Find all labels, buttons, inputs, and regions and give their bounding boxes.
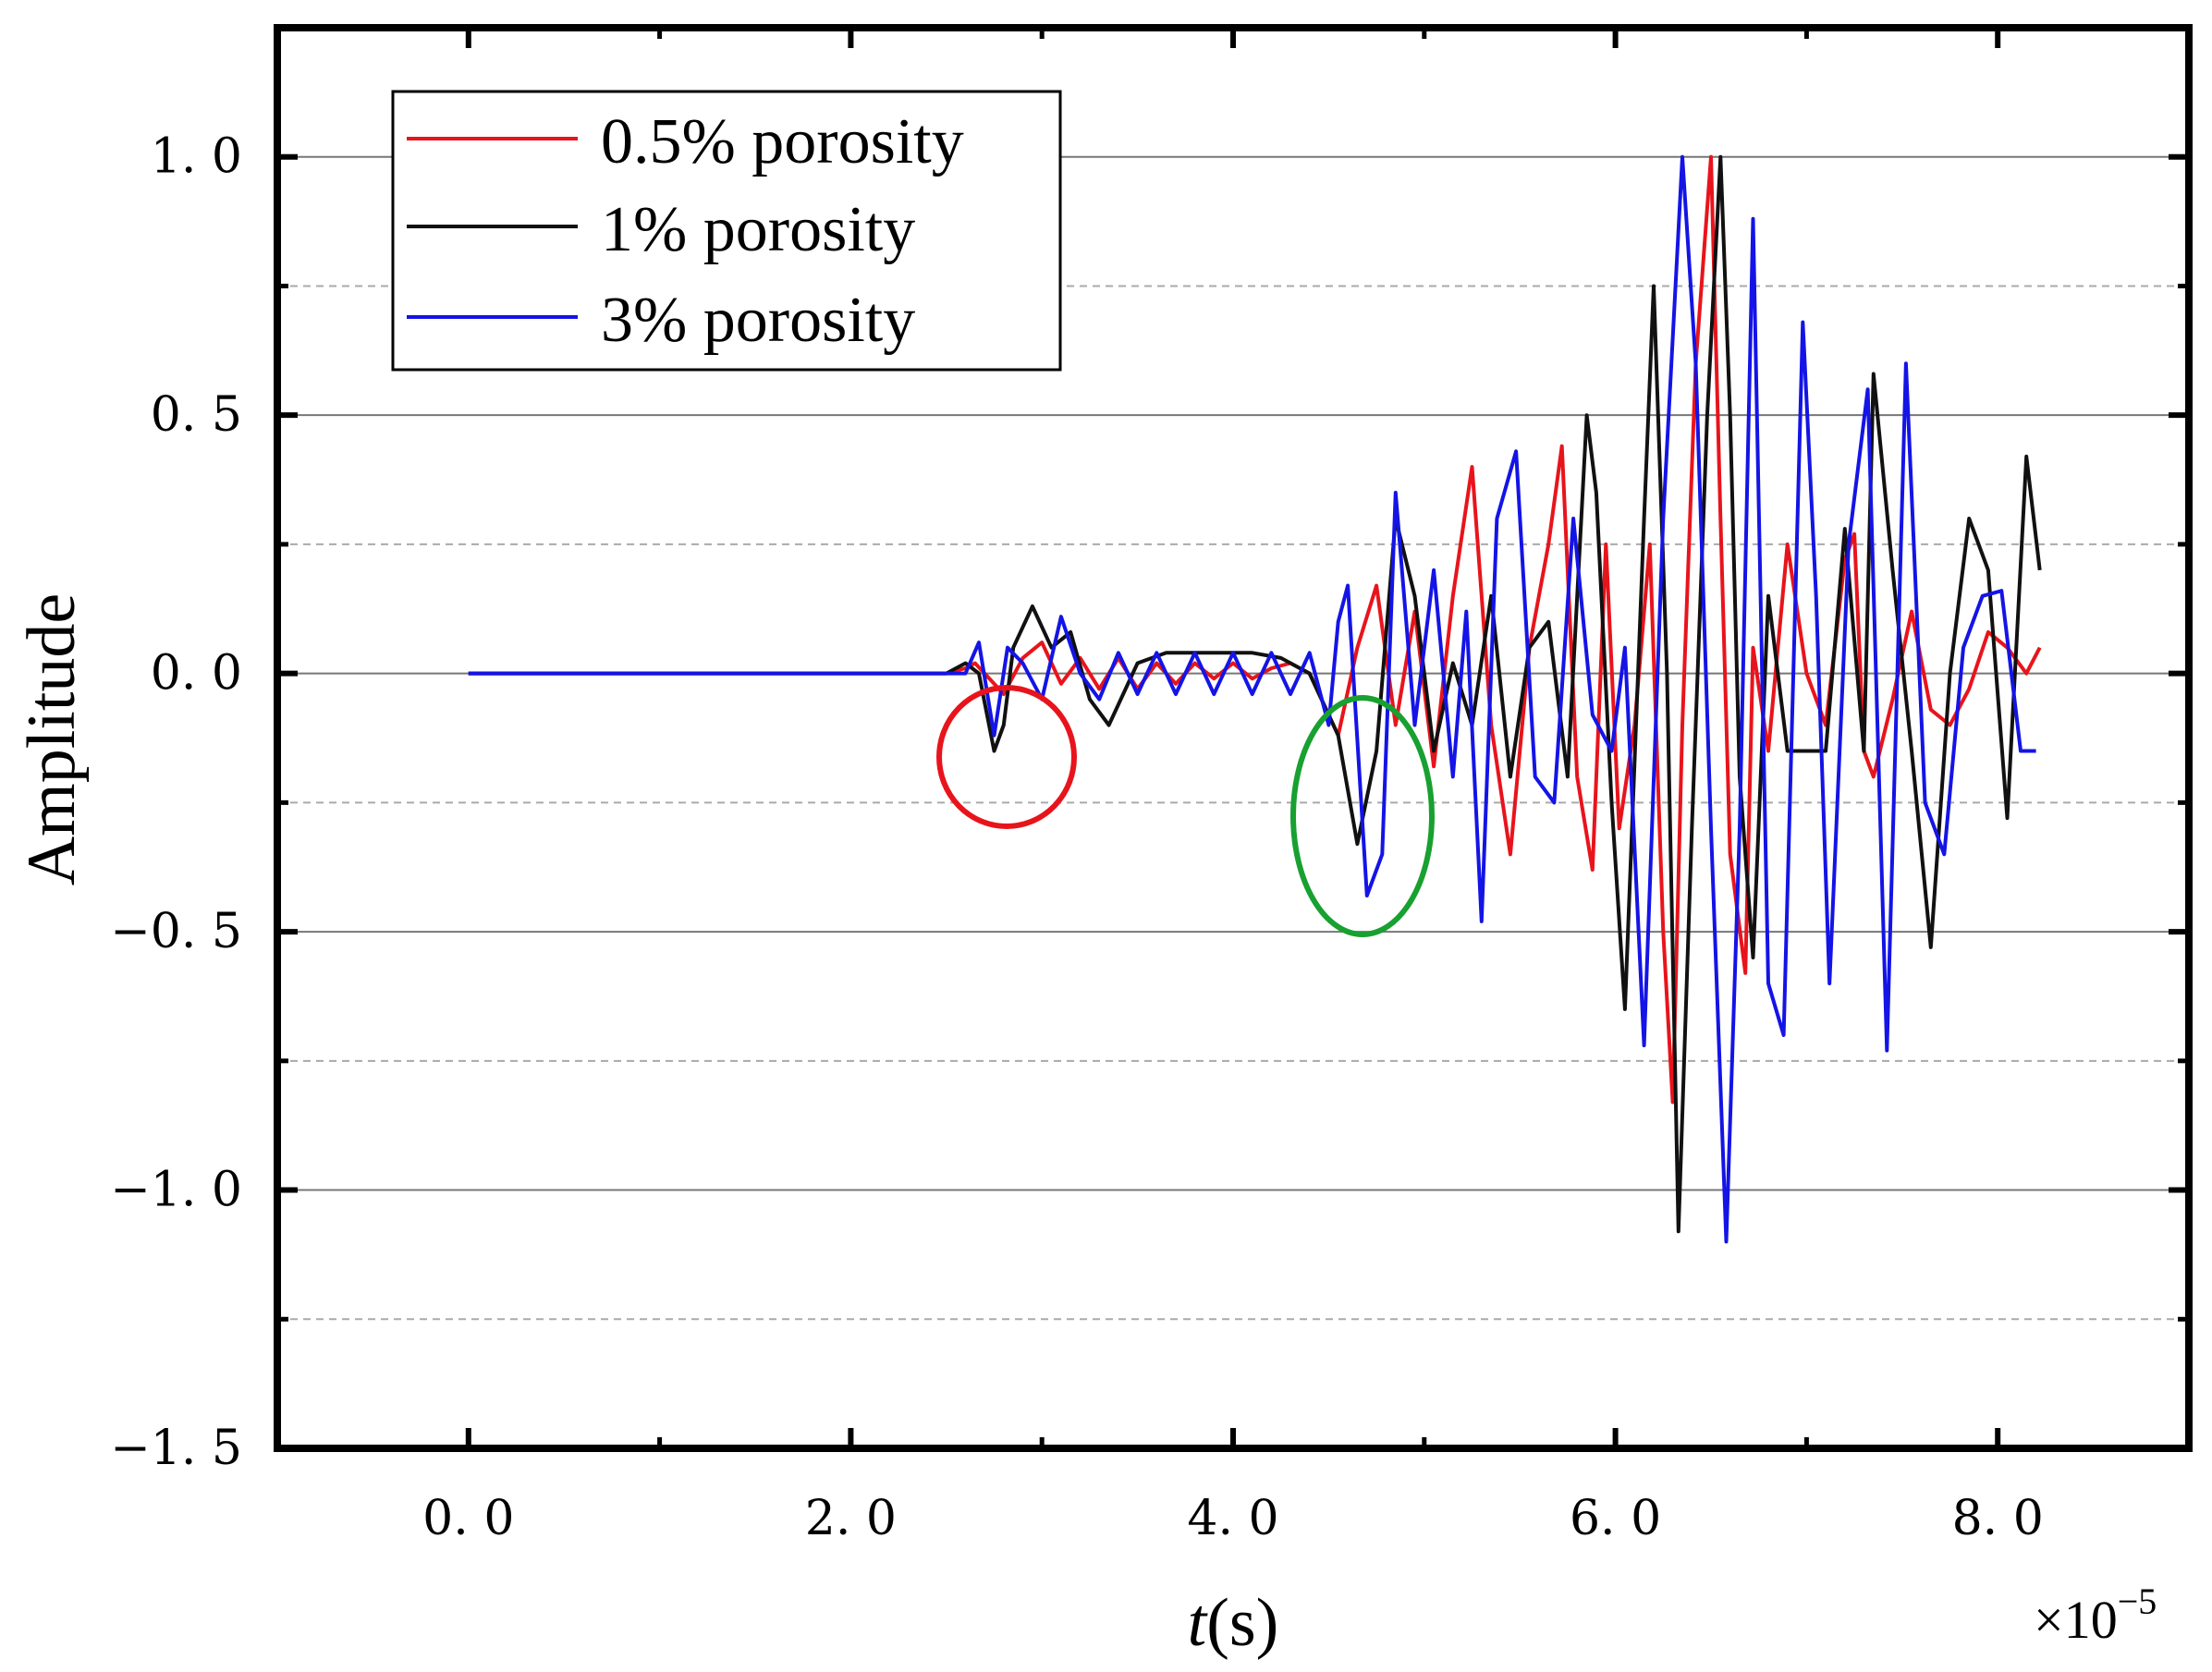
x-axis-title-variable: t [1188, 1585, 1209, 1661]
x-axis-multiplier-base: ×10 [2034, 1590, 2118, 1650]
y-tick-label: 0. 0 [151, 646, 242, 702]
x-axis-title: t(s) [1188, 1585, 1279, 1661]
legend-label-1: 1% porosity [601, 194, 915, 265]
legend: 0.5% porosity 1% porosity 3% porosity [391, 90, 1062, 372]
x-tick-label: 8. 0 [1952, 1491, 2044, 1546]
y-axis-title: Amplitude [14, 593, 90, 886]
y-tick-label: 1. 0 [151, 129, 242, 185]
legend-label-0: 0.5% porosity [601, 106, 964, 177]
y-tick-label: 0. 5 [151, 387, 242, 443]
x-axis-multiplier: ×10−5 [2034, 1580, 2157, 1650]
green-annotation-ellipse [1290, 695, 1435, 937]
y-tick-label: −1. 0 [110, 1163, 242, 1218]
legend-label-2: 3% porosity [601, 285, 915, 356]
x-tick-label: 2. 0 [805, 1491, 897, 1546]
x-axis-multiplier-exponent: −5 [2118, 1580, 2157, 1622]
series-layer [468, 154, 2042, 1244]
x-tick-label: 4. 0 [1187, 1491, 1278, 1546]
series-line-1 [468, 154, 2042, 1234]
ticks-layer: 0. 0 2. 0 4. 0 6. 0 8. 0 −1. 5 −1. 0 −0. 5 0. 0 0… [110, 28, 2192, 1546]
series-line-2 [468, 154, 2036, 1244]
x-tick-label: 6. 0 [1570, 1491, 1661, 1546]
x-tick-label: 0. 0 [422, 1491, 514, 1546]
y-tick-label: −0. 5 [110, 904, 242, 959]
y-tick-label: −1. 5 [110, 1421, 242, 1476]
x-axis-title-unit: (s) [1206, 1585, 1278, 1661]
red-annotation-circle [936, 685, 1077, 829]
annotation-layer [936, 685, 1435, 937]
